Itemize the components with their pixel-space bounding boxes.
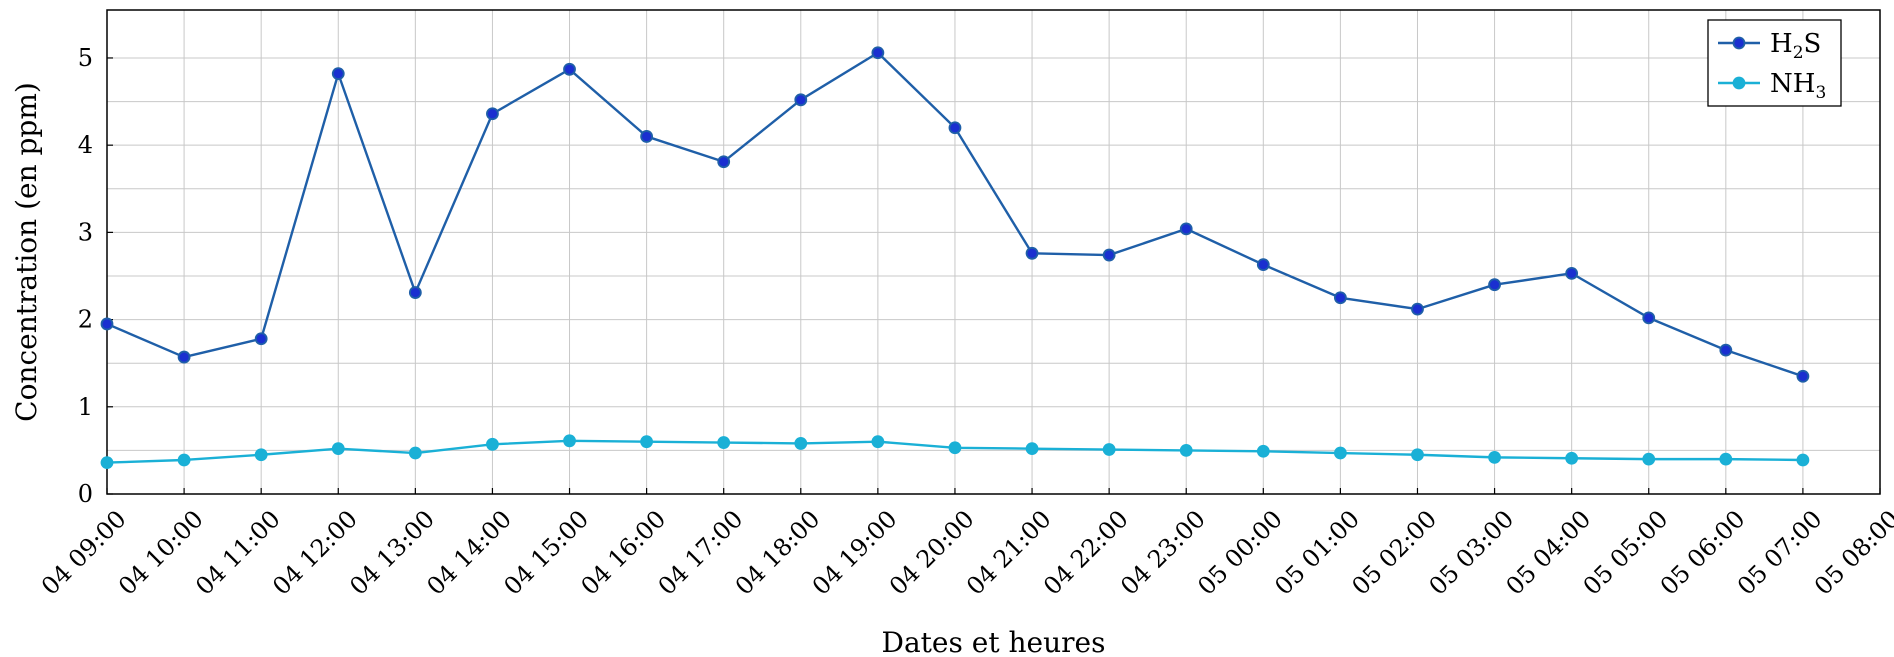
data-point	[794, 437, 808, 450]
data-point	[563, 434, 576, 448]
data-point	[408, 286, 422, 299]
series-h2s	[100, 46, 1810, 383]
series-nh3	[100, 434, 1810, 470]
data-point	[1642, 311, 1656, 325]
data-point	[1719, 452, 1733, 466]
data-point	[1411, 302, 1424, 316]
legend-entry: H2S	[1718, 29, 1821, 63]
y-tick-label: 2	[78, 306, 93, 334]
data-point	[871, 435, 885, 449]
data-point	[1411, 448, 1424, 462]
data-point	[1719, 343, 1733, 357]
data-point	[717, 436, 731, 449]
grid	[106, 10, 1881, 495]
legend-label: NH3	[1770, 69, 1826, 103]
y-tick-label: 5	[78, 44, 93, 72]
y-tick-label: 1	[78, 393, 93, 421]
y-axis-title: Concentration (en ppm)	[10, 82, 43, 422]
data-point	[1642, 452, 1656, 466]
data-point	[640, 435, 654, 449]
data-point	[1333, 291, 1347, 305]
data-point	[177, 453, 191, 467]
data-point	[1488, 450, 1501, 464]
data-point	[948, 121, 962, 135]
data-point	[1796, 453, 1810, 467]
data-point	[1256, 258, 1270, 272]
data-point	[1256, 444, 1270, 458]
data-point	[177, 350, 191, 364]
data-point	[1565, 266, 1579, 280]
legend-marker	[1732, 36, 1746, 50]
data-point	[486, 437, 499, 451]
data-point	[1179, 222, 1193, 236]
legend-label: H2S	[1770, 29, 1821, 63]
data-point	[331, 442, 345, 456]
data-point	[563, 62, 576, 76]
data-point	[100, 456, 114, 470]
data-point	[1025, 246, 1039, 260]
data-point	[486, 107, 499, 121]
data-point	[1102, 248, 1116, 262]
data-point	[1025, 442, 1039, 456]
legend-box	[1707, 19, 1842, 107]
data-point	[100, 317, 114, 331]
legend-entry: NH3	[1718, 69, 1826, 103]
data-point	[640, 130, 654, 143]
y-tick-label: 0	[78, 480, 93, 508]
data-point	[1796, 369, 1810, 383]
data-point	[331, 67, 345, 81]
x-axis-title: Dates et heures	[882, 626, 1106, 657]
data-point	[254, 332, 268, 346]
data-point	[1333, 446, 1347, 460]
data-point	[948, 441, 962, 455]
plot-frame	[106, 9, 1881, 495]
y-tick-label: 4	[78, 131, 93, 159]
y-axis: 0 1 2 3 4 5	[78, 44, 113, 508]
y-tick-label: 3	[78, 218, 93, 246]
data-point	[1102, 443, 1116, 456]
data-point	[254, 448, 268, 462]
series-layer	[100, 46, 1810, 470]
data-point	[794, 93, 808, 107]
data-point	[1565, 451, 1579, 465]
data-point	[1488, 278, 1501, 292]
data-point	[408, 446, 422, 460]
data-point	[871, 46, 885, 60]
legend-marker	[1732, 76, 1746, 90]
data-point	[1179, 443, 1193, 457]
data-point	[717, 155, 731, 169]
